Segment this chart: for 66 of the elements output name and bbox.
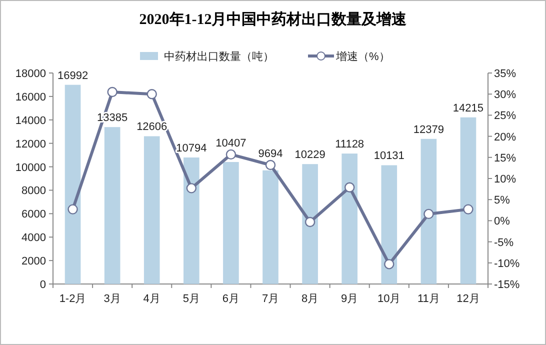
bar	[342, 154, 358, 284]
y-tick-label: 0	[40, 279, 46, 291]
bar	[64, 84, 81, 284]
y-tick-label: 8000	[22, 185, 46, 198]
point	[344, 182, 355, 192]
y-tick-label: 6000	[22, 208, 46, 221]
x-tick-label: 9月	[341, 293, 358, 305]
data-label: 12379	[413, 124, 444, 136]
y2-tick-label: -10%	[494, 258, 520, 270]
bar	[223, 162, 239, 284]
point	[424, 208, 434, 220]
bar	[144, 136, 160, 284]
y2-tick-label: 5%	[494, 194, 510, 207]
y2-tick-label: 25%	[494, 110, 516, 122]
y2-tick-label: -15%	[494, 279, 520, 291]
data-label: 10794	[176, 142, 207, 154]
y2-tick-label: 20%	[494, 131, 516, 144]
y-tick-label: 4000	[22, 232, 46, 244]
y2-tick-label: 0%	[494, 216, 510, 228]
x-tick-label: 5月	[182, 293, 200, 305]
y-tick-label: 2000	[22, 256, 46, 268]
point	[463, 204, 474, 214]
point	[384, 259, 394, 270]
bar	[460, 117, 476, 284]
point	[68, 204, 78, 214]
data-label: 14215	[452, 102, 484, 114]
x-tick-label: 1-2月	[59, 293, 86, 305]
point	[107, 86, 118, 98]
y2-tick-label: 15%	[494, 152, 516, 164]
y-tick-label: 12000	[15, 138, 46, 150]
data-label: 10407	[216, 137, 246, 150]
x-tick-label: 11月	[417, 293, 440, 305]
y-tick-label: 14000	[15, 114, 46, 127]
y2-tick-label: 35%	[494, 68, 516, 80]
bar	[302, 164, 318, 284]
y-tick-label: 18000	[15, 68, 46, 80]
y2-tick-label: 10%	[494, 174, 516, 186]
bar	[262, 170, 278, 284]
x-tick-label: 4月	[143, 293, 160, 305]
bar	[184, 157, 200, 284]
chart-title: 2020年1-12月中国中药材出口数量及增速	[139, 11, 408, 28]
y2-tick-label: -5%	[494, 236, 514, 249]
point	[265, 160, 276, 170]
y2-tick-label: 30%	[494, 89, 516, 102]
data-label: 10131	[374, 150, 404, 162]
legend-label: 中药材出口数量（吨）	[164, 50, 274, 63]
point	[186, 183, 197, 194]
x-tick-label: 6月	[222, 293, 240, 305]
x-tick-label: 10月	[378, 293, 401, 305]
y-tick-label: 16000	[15, 91, 46, 104]
point	[146, 89, 157, 100]
x-tick-label: 8月	[301, 293, 319, 305]
bar	[420, 138, 437, 284]
y-tick-label: 10000	[15, 162, 46, 174]
x-tick-label: 3月	[104, 293, 121, 305]
x-tick-label: 7月	[262, 293, 280, 305]
data-label: 11128	[335, 138, 364, 151]
point	[304, 216, 316, 228]
bar	[381, 165, 398, 284]
data-label: 16992	[57, 70, 88, 82]
data-label: 9694	[258, 148, 283, 160]
data-label: 10229	[294, 149, 326, 162]
point	[226, 149, 236, 160]
bar	[104, 127, 120, 284]
legend-label: 增速（%）	[335, 50, 390, 63]
x-tick-label: 12月	[456, 293, 480, 305]
